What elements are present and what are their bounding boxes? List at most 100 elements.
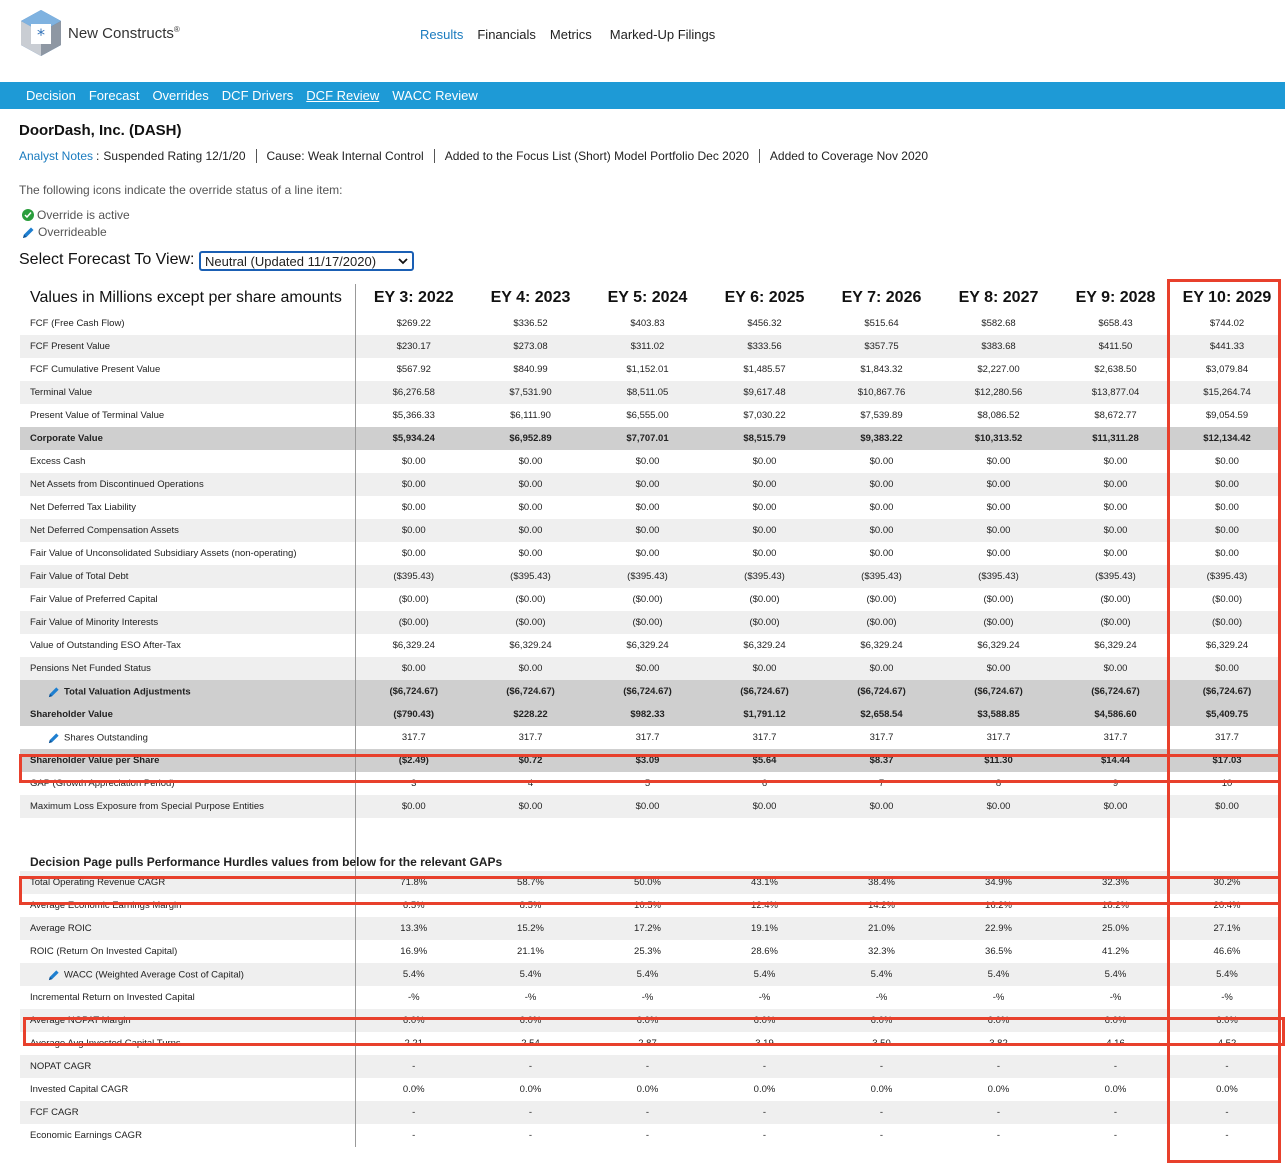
table-cell: $1,152.01: [626, 364, 669, 375]
table-cell: -: [355, 1101, 472, 1124]
table-cell: 0.0%: [1104, 1084, 1127, 1095]
table-cell: 0.0%: [1216, 1084, 1238, 1095]
table-cell: -: [706, 1101, 823, 1124]
table-cell: ($0.00): [632, 594, 663, 605]
table-cell: $7,531.90: [472, 381, 589, 404]
table-cell: $0.00: [589, 657, 706, 680]
top-nav: Results Financials Metrics Marked-Up Fil…: [420, 27, 715, 42]
row-label-text: FCF Cumulative Present Value: [30, 364, 161, 375]
table-cell: $0.00: [940, 473, 1057, 496]
table-cell: 6.0%: [940, 1009, 1057, 1032]
row-label: Incremental Return on Invested Capital: [20, 986, 356, 1009]
row-label-text: Average NOPAT Margin: [30, 1015, 131, 1026]
row-label-text: Present Value of Terminal Value: [30, 410, 165, 421]
table-cell: $357.75: [823, 335, 940, 358]
table-cell: $11,311.28: [1057, 427, 1174, 450]
row-label-text: Maximum Loss Exposure from Special Purpo…: [30, 801, 264, 812]
table-cell: -: [355, 1055, 472, 1078]
subnav-wacc-review[interactable]: WACC Review: [392, 88, 478, 103]
table-cell: $9,383.22: [823, 427, 940, 450]
table-cell: $0.00: [823, 519, 940, 542]
table-cell: $0.00: [869, 548, 894, 559]
table-cell: $0.00: [472, 795, 589, 818]
svg-text:*: *: [37, 25, 45, 44]
table-cell: -: [1057, 1055, 1174, 1078]
pencil-icon[interactable]: [48, 686, 60, 698]
table-cell: ($395.43): [355, 565, 472, 588]
table-cell: 0.0%: [870, 1084, 893, 1095]
row-label-text: NOPAT CAGR: [30, 1061, 92, 1072]
table-cell: $7,030.22: [743, 410, 786, 421]
legend-overrideable: Overrideable: [22, 225, 107, 239]
top-bar: * New Constructs® Results Financials Met…: [0, 0, 1285, 82]
table-row: Net Deferred Tax Liability $0.00 $0.00 $0.0…: [20, 496, 1280, 519]
table-row: Terminal Value $6,276.58 $7,531.90 $8,511.0…: [20, 381, 1280, 404]
subnav-dcf-review[interactable]: DCF Review: [306, 88, 380, 103]
forecast-select[interactable]: Neutral (Updated 11/17/2020): [199, 251, 414, 271]
subnav-overrides[interactable]: Overrides: [152, 88, 209, 103]
row-label: Fair Value of Preferred Capital: [20, 588, 356, 611]
analyst-notes-link[interactable]: Analyst Notes: [19, 149, 94, 163]
table-cell: ($6,724.67): [1174, 680, 1280, 703]
table-row: Shareholder Value ($790.43) $228.22 $982.33…: [20, 703, 1280, 726]
table-cell: 317.7: [635, 732, 660, 743]
row-label-text: Fair Value of Unconsolidated Subsidiary …: [30, 548, 297, 559]
table-row: Decision Page pulls Performance Hurdles …: [20, 833, 1280, 871]
row-label: Maximum Loss Exposure from Special Purpo…: [20, 795, 356, 818]
subnav-dcf-drivers[interactable]: DCF Drivers: [221, 88, 294, 103]
table-cell: $0.00: [355, 473, 472, 496]
table-cell: $0.00: [635, 456, 660, 467]
table-row: Pensions Net Funded Status $0.00 $0.00 $0.0…: [20, 657, 1280, 680]
table-cell: [940, 833, 1057, 871]
table-cell: -: [823, 1101, 940, 1124]
table-cell: ($395.43): [1057, 565, 1174, 588]
table-cell: $6,111.90: [510, 410, 551, 421]
row-label: Shareholder Value: [20, 703, 356, 726]
table-cell: ($0.00): [823, 611, 940, 634]
table-cell: 27.1%: [1174, 917, 1280, 940]
row-label-text: Fair Value of Preferred Capital: [30, 594, 158, 605]
new-constructs-logo[interactable]: *: [18, 8, 64, 58]
table-cell: 28.6%: [751, 946, 778, 957]
table-cell: -%: [992, 992, 1005, 1003]
pencil-icon[interactable]: [48, 732, 60, 744]
row-label-text: GAP (Growth Appreciation Period): [30, 778, 175, 789]
subnav-forecast[interactable]: Forecast: [88, 88, 140, 103]
nav-financials[interactable]: Financials: [477, 27, 536, 42]
row-label: Pensions Net Funded Status: [20, 657, 356, 680]
table-row: WACC (Weighted Average Cost of Capital) 5…: [20, 963, 1280, 986]
nav-marked-up-filings[interactable]: Marked-Up Filings: [609, 27, 716, 42]
row-label-text: Total Valuation Adjustments: [64, 686, 191, 698]
table-cell: ($6,724.67): [1057, 680, 1174, 703]
row-label: FCF CAGR: [20, 1101, 356, 1124]
chevron-down-icon: [398, 258, 408, 265]
table-cell: $0.00: [355, 795, 472, 818]
nav-metrics[interactable]: Metrics: [549, 27, 592, 42]
row-label-text: Average Avg Invested Capital Turns: [30, 1038, 181, 1049]
table-cell: $0.00: [355, 519, 472, 542]
table-cell: 20.4%: [1213, 900, 1241, 911]
table-cell: $6,329.24: [1205, 640, 1249, 651]
table-cell: $10,867.76: [823, 381, 940, 404]
table-row: Corporate Value $5,934.24 $6,952.89 $7,707.…: [20, 427, 1280, 450]
pencil-icon[interactable]: [48, 969, 60, 981]
table-cell: $0.00: [472, 473, 589, 496]
table-cell: $8,086.52: [977, 410, 1020, 421]
table-cell: $6,952.89: [472, 427, 589, 450]
table-cell: ($395.43): [589, 565, 706, 588]
table-cell: ($0.00): [472, 611, 589, 634]
table-cell: $6,276.58: [355, 381, 472, 404]
table-cell: 317.7: [752, 732, 777, 743]
table-cell: 0.0%: [753, 1084, 776, 1095]
table-cell: $0.00: [1103, 548, 1128, 559]
table-cell: 5.4%: [589, 963, 706, 986]
table-cell: $0.00: [1215, 502, 1239, 513]
table-cell: $6,329.24: [743, 640, 786, 651]
table-cell: 32.3%: [868, 946, 895, 957]
subnav-decision[interactable]: Decision: [26, 88, 76, 103]
table-row: Fair Value of Total Debt ($395.43) ($395.4…: [20, 565, 1280, 588]
row-label: Shares Outstanding: [20, 726, 356, 749]
nav-results[interactable]: Results: [420, 27, 464, 42]
table-cell: -: [1057, 1101, 1174, 1124]
table-cell: 21.0%: [823, 917, 940, 940]
